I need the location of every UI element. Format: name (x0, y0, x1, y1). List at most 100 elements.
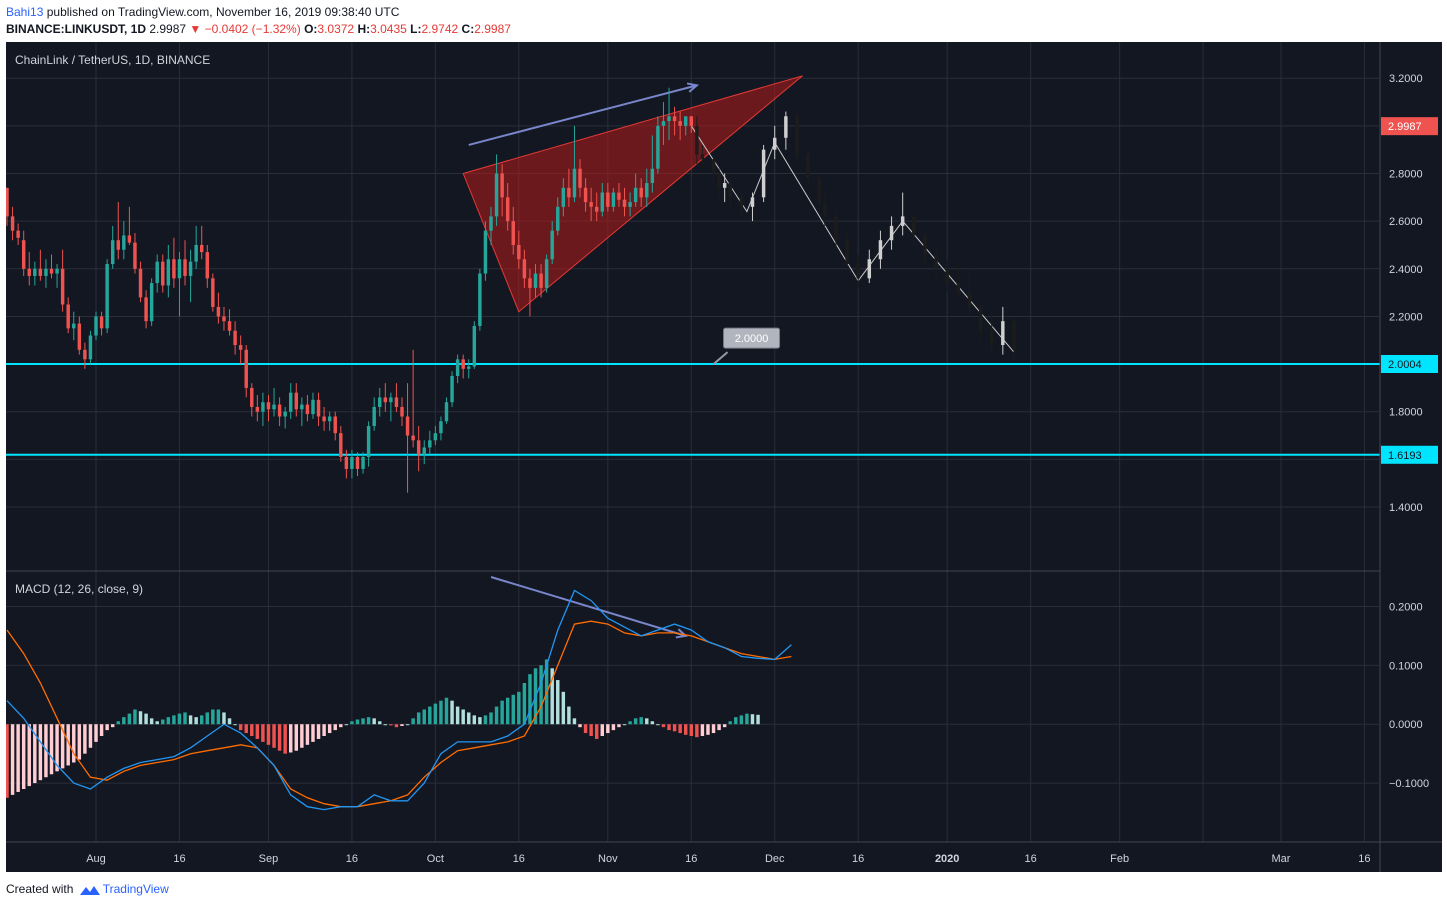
price-note-label: 2.0000 (735, 333, 769, 345)
macd-histogram-bar (222, 712, 226, 725)
macd-histogram-bar (244, 724, 248, 734)
macd-histogram-bar (383, 724, 388, 726)
candle (633, 187, 638, 203)
macd-histogram-bar (711, 724, 716, 734)
candle (639, 187, 643, 198)
candle (327, 416, 332, 422)
candle (439, 421, 443, 434)
macd-histogram-bar (600, 724, 604, 736)
macd-histogram-bar (311, 724, 315, 742)
candle (500, 173, 504, 198)
macd-histogram-bar (683, 724, 688, 735)
macd-histogram-bar (16, 724, 20, 792)
ohlc-line: BINANCE:LINKUSDT, 1D 2.9987 ▼ −0.0402 (−… (6, 22, 511, 36)
candle (138, 268, 143, 298)
last-price-badge: 2.9987 (1388, 121, 1422, 133)
change-value: −0.0402 (−1.32%) (204, 22, 301, 36)
macd-histogram-bar (756, 714, 760, 725)
candle (494, 173, 499, 217)
candle (411, 435, 415, 441)
candle (16, 230, 20, 238)
candle (461, 359, 465, 369)
candle (378, 397, 382, 407)
low-value: 2.9742 (421, 22, 459, 36)
macd-histogram-bar (27, 724, 31, 787)
candle (606, 192, 610, 207)
tradingview-brand[interactable]: TradingView (102, 882, 169, 896)
projected-candle (956, 283, 961, 293)
macd-histogram-bar (433, 703, 438, 725)
macd-histogram-bar (72, 724, 76, 763)
macd-histogram-bar (389, 724, 393, 726)
macd-histogram-bar (606, 724, 610, 734)
chart-svg[interactable]: 2.0000 3.20003.00002.80002.60002.40002.2… (5, 42, 1442, 872)
projected-candle (989, 330, 994, 346)
symbol-label: BINANCE:LINKUSDT, 1D (6, 22, 147, 36)
macd-histogram-bar (10, 724, 15, 795)
macd-histogram-bar (700, 724, 705, 736)
candle (394, 397, 399, 407)
candle (77, 323, 82, 350)
projected-candle (806, 154, 810, 179)
candle (611, 192, 616, 207)
projected-candle (717, 173, 721, 188)
macd-histogram-bar (645, 718, 649, 725)
macd-histogram-bar (305, 724, 310, 745)
macd-histogram-bar (517, 691, 521, 725)
author-link[interactable]: Bahi13 (6, 5, 44, 19)
candle (33, 268, 37, 276)
candle (667, 116, 671, 122)
candle (344, 457, 349, 469)
projected-candle (867, 259, 872, 279)
macd-histogram-bar (155, 721, 159, 725)
macd-histogram-bar (55, 724, 59, 772)
macd-histogram-bar (706, 724, 710, 735)
macd-histogram-bar (183, 712, 187, 725)
macd-histogram-bar (405, 724, 410, 726)
macd-histogram-bar (589, 724, 593, 736)
macd-histogram-bar (611, 724, 616, 731)
last-price-badge-bg (1381, 117, 1438, 136)
macd-histogram-bar (461, 709, 465, 725)
candle (44, 268, 48, 276)
chart-container[interactable]: 2.0000 3.20003.00002.80002.60002.40002.2… (5, 42, 1442, 872)
candle (683, 116, 688, 126)
projected-candle (1012, 321, 1016, 350)
macd-histogram-bar (233, 724, 237, 726)
macd-histogram-bar (272, 724, 276, 748)
axis-labels: 3.20003.00002.80002.60002.40002.20002.00… (86, 73, 1438, 865)
projected-candle (856, 264, 860, 279)
publication-line: Bahi13 published on TradingView.com, Nov… (6, 5, 399, 19)
time-tick-label: 16 (685, 853, 697, 865)
candle (389, 397, 393, 403)
macd-histogram-bar (361, 718, 365, 725)
macd-histogram-bar (428, 706, 432, 725)
candle (522, 259, 527, 279)
macd-tick-label: 0.1000 (1389, 660, 1423, 672)
macd-histogram-bar (672, 724, 677, 732)
candle (88, 335, 93, 360)
macd-histogram-bar (739, 715, 744, 725)
candle (556, 206, 560, 231)
candle (355, 457, 360, 469)
macd-histogram-bar (66, 724, 70, 766)
projected-candle (889, 225, 894, 241)
candle (283, 411, 287, 417)
macd-histogram-bar (467, 712, 471, 725)
macd-histogram-bar (650, 721, 655, 725)
candle (238, 345, 243, 350)
candle (533, 273, 538, 288)
macd-histogram-bar (578, 724, 582, 728)
macd-histogram-bar (188, 715, 193, 725)
projected-candle (784, 116, 788, 138)
candle (467, 366, 471, 369)
open-label: O: (304, 22, 318, 36)
created-with-text: Created with (6, 882, 74, 896)
close-value: 2.9987 (474, 22, 511, 36)
candle (567, 187, 571, 198)
time-tick-label: Mar (1272, 853, 1291, 865)
macd-histogram-bar (556, 680, 560, 725)
price-trend-arrow-head (686, 82, 700, 93)
projected-candle (700, 154, 705, 160)
candle (300, 404, 304, 410)
